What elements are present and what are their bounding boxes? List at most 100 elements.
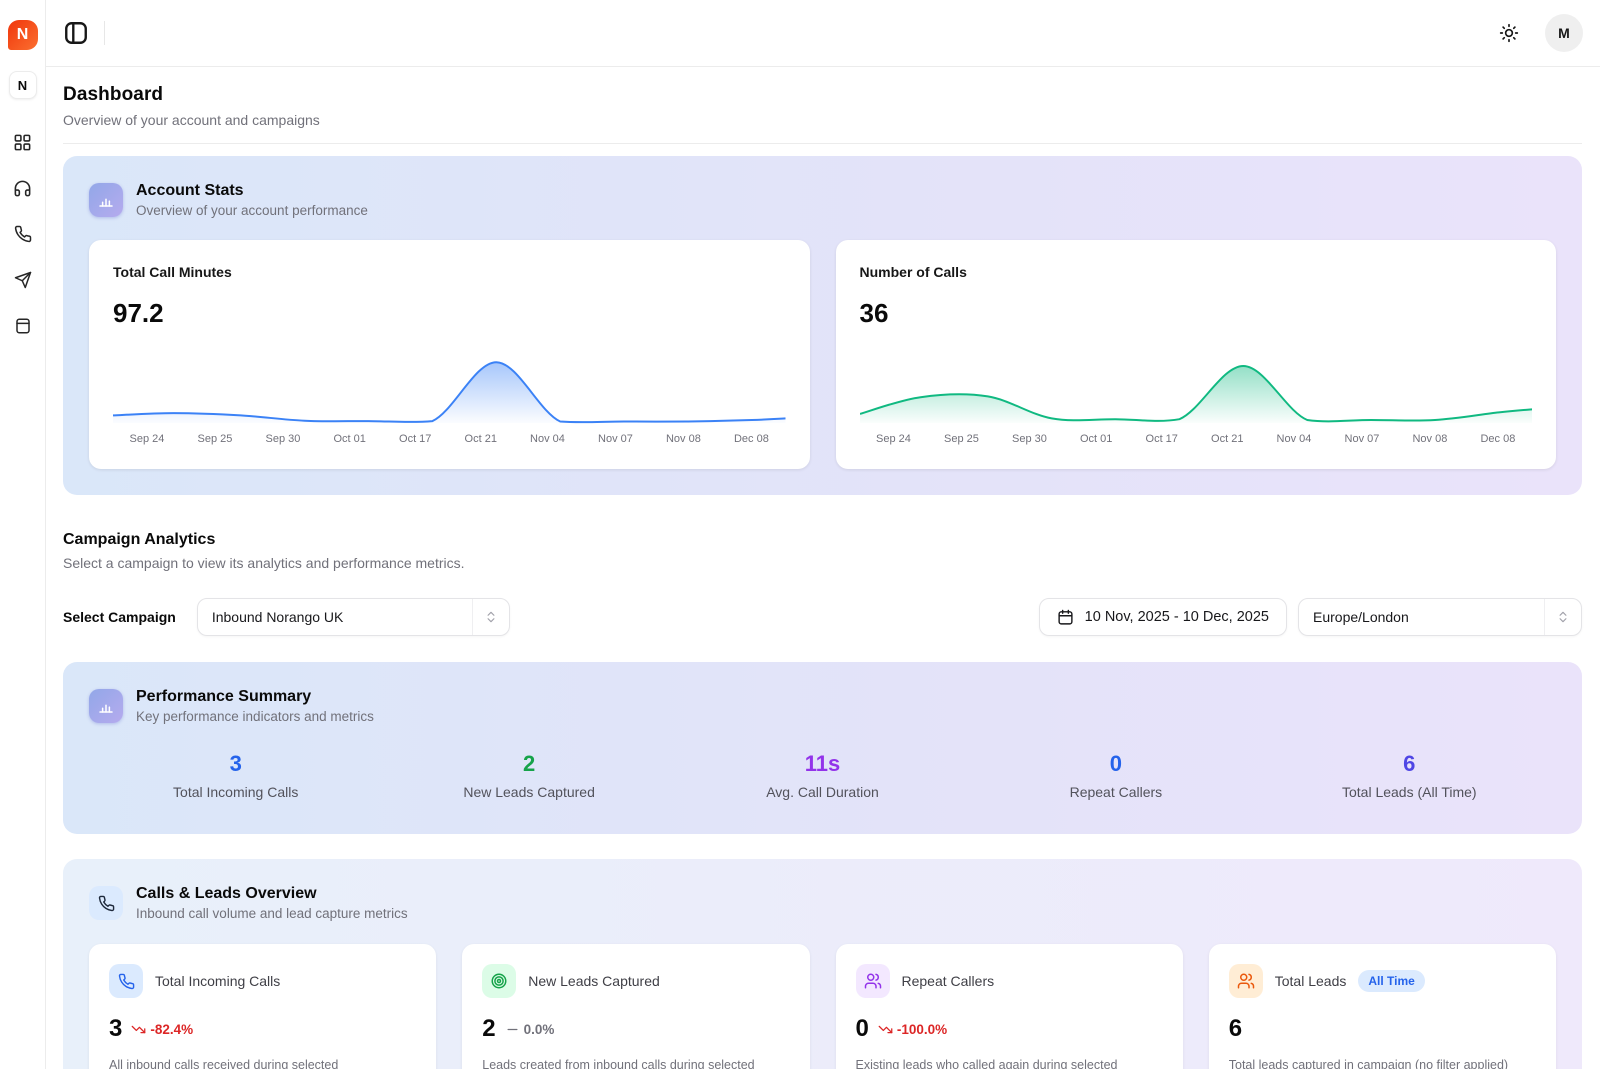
call-minutes-area-chart <box>113 343 786 427</box>
send-icon <box>14 271 31 289</box>
stat-repeat-callers: 0 Repeat Callers <box>969 751 1262 800</box>
target-icon-tile <box>482 964 517 998</box>
trend-indicator: -82.4% <box>131 1022 193 1037</box>
nav-docs[interactable] <box>9 312 37 340</box>
stat-label: Repeat Callers <box>1069 784 1163 800</box>
axis-tick-label: Oct 01 <box>1080 433 1113 445</box>
total-call-minutes-card: Total Call Minutes 97.2 Sep 24 Sep 25 Sep … <box>89 240 810 469</box>
main-content: Dashboard Overview of your account and c… <box>46 67 1600 1069</box>
bar-chart-icon-tile <box>89 183 123 217</box>
chevrons-up-down-icon <box>1559 611 1567 623</box>
users-icon <box>864 973 881 989</box>
performance-summary-title: Performance Summary <box>136 688 312 705</box>
axis-tick-label: Oct 21 <box>1211 433 1244 445</box>
axis-tick-label: Sep 24 <box>876 433 911 445</box>
chart-value: 97.2 <box>113 298 164 328</box>
minus-icon <box>507 1028 518 1030</box>
calendar-icon <box>1058 609 1073 625</box>
page-title: Dashboard <box>63 84 164 105</box>
metric-description: Existing leads who called again during s… <box>855 1058 1118 1069</box>
stat-label: New Leads Captured <box>463 784 595 800</box>
metric-value: 3 <box>109 1015 123 1042</box>
users-icon-tile <box>1228 964 1263 998</box>
metric-value: 0 <box>855 1015 869 1042</box>
calls-leads-overview-panel: Calls & Leads Overview Inbound call volu… <box>63 859 1582 1069</box>
stat-new-leads-captured: 2 New Leads Captured <box>382 751 675 800</box>
stat-label: Total Incoming Calls <box>173 784 299 800</box>
metric-description: Total leads captured in campaign (no fil… <box>1228 1058 1509 1069</box>
phone-icon-tile <box>89 886 123 920</box>
nav-campaigns[interactable] <box>9 266 37 294</box>
account-stats-title: Account Stats <box>136 182 244 199</box>
panel-left-icon <box>65 22 87 44</box>
campaign-analytics-title: Campaign Analytics <box>63 531 216 548</box>
headset-icon <box>14 180 31 196</box>
campaign-select-value: Inbound Norango UK <box>211 609 344 625</box>
bar-chart-icon <box>99 704 113 713</box>
axis-tick-label: Sep 25 <box>944 433 979 445</box>
select-divider <box>471 599 473 635</box>
metric-value: 6 <box>1228 1015 1243 1042</box>
page-subtitle: Overview of your account and campaigns <box>63 112 320 128</box>
stat-value: 11s <box>804 751 841 776</box>
date-range-value: 10 Nov, 2025 - 10 Dec, 2025 <box>1084 609 1269 625</box>
stat-value: 6 <box>1403 751 1416 776</box>
notebook-icon <box>15 318 30 334</box>
axis-tick-label: Dec 08 <box>733 433 769 445</box>
axis-tick-label: Dec 08 <box>1480 433 1516 445</box>
campaign-analytics-section: Campaign Analytics Select a campaign to … <box>63 531 1582 636</box>
axis-tick-label: Nov 08 <box>665 433 701 445</box>
phone-icon-tile <box>109 964 143 998</box>
trending-down-icon <box>131 1025 146 1033</box>
phone-icon <box>118 973 134 989</box>
date-range-picker[interactable]: 10 Nov, 2025 - 10 Dec, 2025 <box>1038 598 1287 636</box>
metric-label: Total Leads <box>1274 973 1347 989</box>
performance-summary-panel: Performance Summary Key performance indi… <box>63 662 1582 834</box>
stat-value: 3 <box>229 751 242 776</box>
dashboard-grid-icon <box>14 134 31 150</box>
timezone-select-value: Europe/London <box>1313 609 1409 625</box>
timezone-select[interactable]: Europe/London <box>1298 598 1582 636</box>
axis-tick-label: Nov 08 <box>1412 433 1448 445</box>
select-divider <box>1544 599 1545 635</box>
axis-tick-label: Sep 24 <box>129 433 165 445</box>
nav-dashboard[interactable] <box>9 128 37 156</box>
axis-tick-label: Oct 01 <box>333 433 366 445</box>
x-axis-labels: Sep 24 Sep 25 Sep 30 Oct 01 Oct 17 Oct 21 Nov … <box>113 433 786 445</box>
app-logo[interactable]: N <box>7 20 38 50</box>
axis-tick-label: Oct 17 <box>1145 433 1178 445</box>
calls-leads-title: Calls & Leads Overview <box>136 885 317 902</box>
metric-value: 2 <box>482 1015 496 1042</box>
bar-chart-icon-tile <box>89 689 123 723</box>
sidebar-toggle-button[interactable] <box>63 20 89 46</box>
all-time-badge: All Time <box>1358 970 1425 992</box>
chevrons-up-down-icon <box>487 611 495 623</box>
chart-title: Total Call Minutes <box>113 264 232 280</box>
campaign-select[interactable]: Inbound Norango UK <box>196 598 510 636</box>
account-stats-panel: Account Stats Overview of your account p… <box>63 156 1582 495</box>
stat-value: 2 <box>522 751 536 776</box>
workspace-badge[interactable]: N <box>8 71 37 99</box>
metric-card-repeat-callers: Repeat Callers 0 -100.0% Existing leads … <box>835 944 1183 1069</box>
number-of-calls-area-chart <box>859 343 1532 427</box>
sun-icon <box>1499 23 1519 43</box>
metric-description: All inbound calls received during select… <box>109 1058 339 1069</box>
phone-icon <box>98 895 114 911</box>
bar-chart-icon <box>99 198 113 207</box>
axis-tick-label: Nov 04 <box>530 433 565 445</box>
stat-label: Avg. Call Duration <box>766 784 879 800</box>
users-icon <box>1237 973 1254 989</box>
user-avatar[interactable]: M <box>1545 14 1583 52</box>
nav-calls[interactable] <box>9 220 37 248</box>
axis-tick-label: Sep 25 <box>197 433 233 445</box>
metric-card-total-incoming-calls: Total Incoming Calls 3 -82.4% All inboun… <box>89 944 437 1069</box>
axis-tick-label: Nov 07 <box>598 433 633 445</box>
x-axis-labels: Sep 24 Sep 25 Sep 30 Oct 01 Oct 17 Oct 21 Nov … <box>860 433 1533 445</box>
metric-label: New Leads Captured <box>528 973 660 989</box>
calls-leads-subtitle: Inbound call volume and lead capture met… <box>136 906 408 921</box>
topbar: M <box>46 0 1600 67</box>
stat-avg-call-duration: 11s Avg. Call Duration <box>676 751 969 800</box>
nav-support[interactable] <box>9 174 37 202</box>
theme-toggle-button[interactable] <box>1499 23 1519 43</box>
stat-value: 0 <box>1109 751 1123 776</box>
